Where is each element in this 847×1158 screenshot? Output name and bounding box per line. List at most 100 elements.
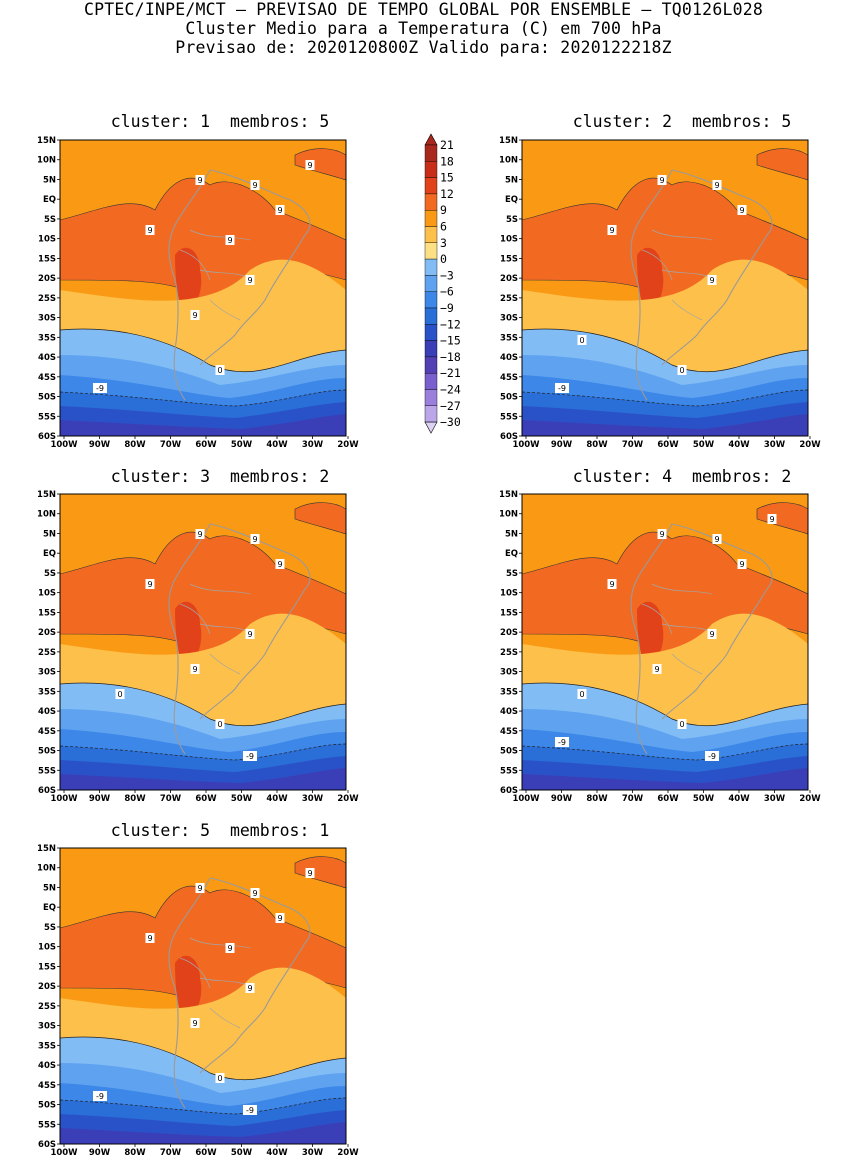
lat-tick-label: 20S <box>38 982 56 992</box>
lat-tick-label: 30S <box>38 314 56 324</box>
lon-tick-label: 60W <box>195 440 217 450</box>
contour-label: -9 <box>93 383 107 393</box>
lon-tick-label: 70W <box>160 794 182 804</box>
svg-text:0: 0 <box>579 336 584 345</box>
lat-tick-label: 10N <box>37 510 56 520</box>
colorbar-label: 15 <box>440 171 454 185</box>
header-line-3: Previsao de: 2020120800Z Valido para: 20… <box>175 38 672 57</box>
lon-tick-label: 90W <box>89 440 111 450</box>
colorbar-swatch <box>424 291 438 309</box>
svg-text:-9: -9 <box>96 1092 104 1101</box>
contour-label: 9 <box>652 664 662 674</box>
coastline <box>630 523 773 755</box>
lon-tick-label: 20W <box>337 440 359 450</box>
lat-tick-label: 5N <box>43 883 56 893</box>
lat-tick-label: 60S <box>500 432 518 442</box>
contour-label: 0 <box>215 719 225 729</box>
lat-tick-label: 45S <box>500 373 518 383</box>
lat-tick-label: 15N <box>499 136 518 146</box>
contour-minus-9 <box>59 1097 347 1115</box>
lat-tick-label: 25S <box>500 648 518 658</box>
svg-text:9: 9 <box>307 869 312 878</box>
colorbar-swatch <box>424 177 438 195</box>
colorbar: 21 18 15 12 9 6 3 0 −3 −6 −9 −12 −15 −18 −21 −24 −27 −30 <box>423 133 483 445</box>
contour-label: 9 <box>275 205 285 215</box>
lat-tick-label: 15S <box>500 608 518 618</box>
lon-tick-label: 50W <box>231 794 253 804</box>
map-panel-4: 9 9 9 9 9 9 9 0 0 -9 -9 15N 10N 5N EQ 5S 10S 15S 20S 25S 30S… <box>486 490 821 804</box>
lat-tick-label: 30S <box>500 314 518 324</box>
svg-text:9: 9 <box>654 665 659 674</box>
colorbar-swatch <box>424 161 438 178</box>
lat-tick-label: 20S <box>38 628 56 638</box>
lon-tick-label: 80W <box>124 1148 146 1158</box>
contour-label: 9 <box>707 275 717 285</box>
colorbar-label: −6 <box>440 285 454 299</box>
lon-tick-label: 50W <box>693 794 715 804</box>
coastline <box>168 877 311 1109</box>
svg-text:9: 9 <box>247 630 252 639</box>
contour-label: 9 <box>737 559 747 569</box>
lat-tick-label: 25S <box>500 294 518 304</box>
svg-text:9: 9 <box>197 176 202 185</box>
lat-tick-label: 55S <box>38 412 56 422</box>
lat-tick-label: 50S <box>38 393 56 403</box>
lon-tick-label: 30W <box>302 794 324 804</box>
lat-tick-label: 45S <box>38 727 56 737</box>
lat-tick-label: 55S <box>38 1120 56 1130</box>
contour-label: 9 <box>305 868 315 878</box>
lon-tick-label: 80W <box>124 794 146 804</box>
svg-text:9: 9 <box>714 535 719 544</box>
colorbar-label: −9 <box>440 301 454 315</box>
contour-minus-9 <box>59 389 347 407</box>
svg-text:9: 9 <box>252 889 257 898</box>
lon-tick-label: 80W <box>124 440 146 450</box>
country-borders <box>641 583 718 675</box>
contour-label: 9 <box>767 514 777 524</box>
contour-label: 9 <box>195 883 205 893</box>
lon-tick-label: 100W <box>512 440 540 450</box>
lat-tick-label: 5S <box>506 215 518 225</box>
svg-text:9: 9 <box>252 535 257 544</box>
svg-text:9: 9 <box>277 560 282 569</box>
lon-tick-label: 100W <box>512 794 540 804</box>
map-frame <box>59 847 347 1145</box>
contour-label: 0 <box>677 719 687 729</box>
panel-title-1: cluster: 1 membros: 5 <box>110 112 330 131</box>
contour-label: -9 <box>243 751 257 761</box>
lon-tick-label: 100W <box>50 440 78 450</box>
svg-text:9: 9 <box>609 226 614 235</box>
lat-tick-label: 10S <box>500 235 518 245</box>
lon-tick-label: 30W <box>764 794 786 804</box>
contour-label: 9 <box>657 529 667 539</box>
lat-tick-label: 15N <box>37 844 56 854</box>
coastline <box>630 169 773 401</box>
lat-tick-label: 50S <box>38 1101 56 1111</box>
lat-tick-label: EQ <box>505 195 518 205</box>
colorbar-swatch <box>424 242 438 260</box>
contour-0 <box>521 682 809 727</box>
lat-tick-label: 15S <box>500 254 518 264</box>
lat-tick-label: EQ <box>43 195 56 205</box>
contour-label: -9 <box>555 737 569 747</box>
contour-label: -9 <box>93 1091 107 1101</box>
map-panel-5: 9 9 9 9 9 9 9 9 0 -9 -9 15N 10N 5N EQ 5S 10S 15S 20S 25S 30S… <box>24 844 359 1158</box>
lat-tick-label: 50S <box>500 747 518 757</box>
colorbar-label: 6 <box>440 220 447 234</box>
svg-text:9: 9 <box>714 181 719 190</box>
svg-text:9: 9 <box>147 934 152 943</box>
colorbar-swatch <box>424 193 438 211</box>
contour-label: 9 <box>712 180 722 190</box>
field-band-7 <box>60 768 346 790</box>
contour-label: 0 <box>577 689 587 699</box>
field-band-7 <box>60 1122 346 1144</box>
lat-tick-label: 10N <box>499 156 518 166</box>
colorbar-label: 0 <box>440 252 447 266</box>
lat-tick-label: 55S <box>500 412 518 422</box>
lon-tick-label: 90W <box>551 440 573 450</box>
lat-tick-label: 40S <box>500 707 518 717</box>
lon-tick-label: 40W <box>266 1148 288 1158</box>
lon-tick-label: 30W <box>302 440 324 450</box>
lat-tick-label: 60S <box>38 1140 56 1150</box>
svg-text:0: 0 <box>217 366 222 375</box>
